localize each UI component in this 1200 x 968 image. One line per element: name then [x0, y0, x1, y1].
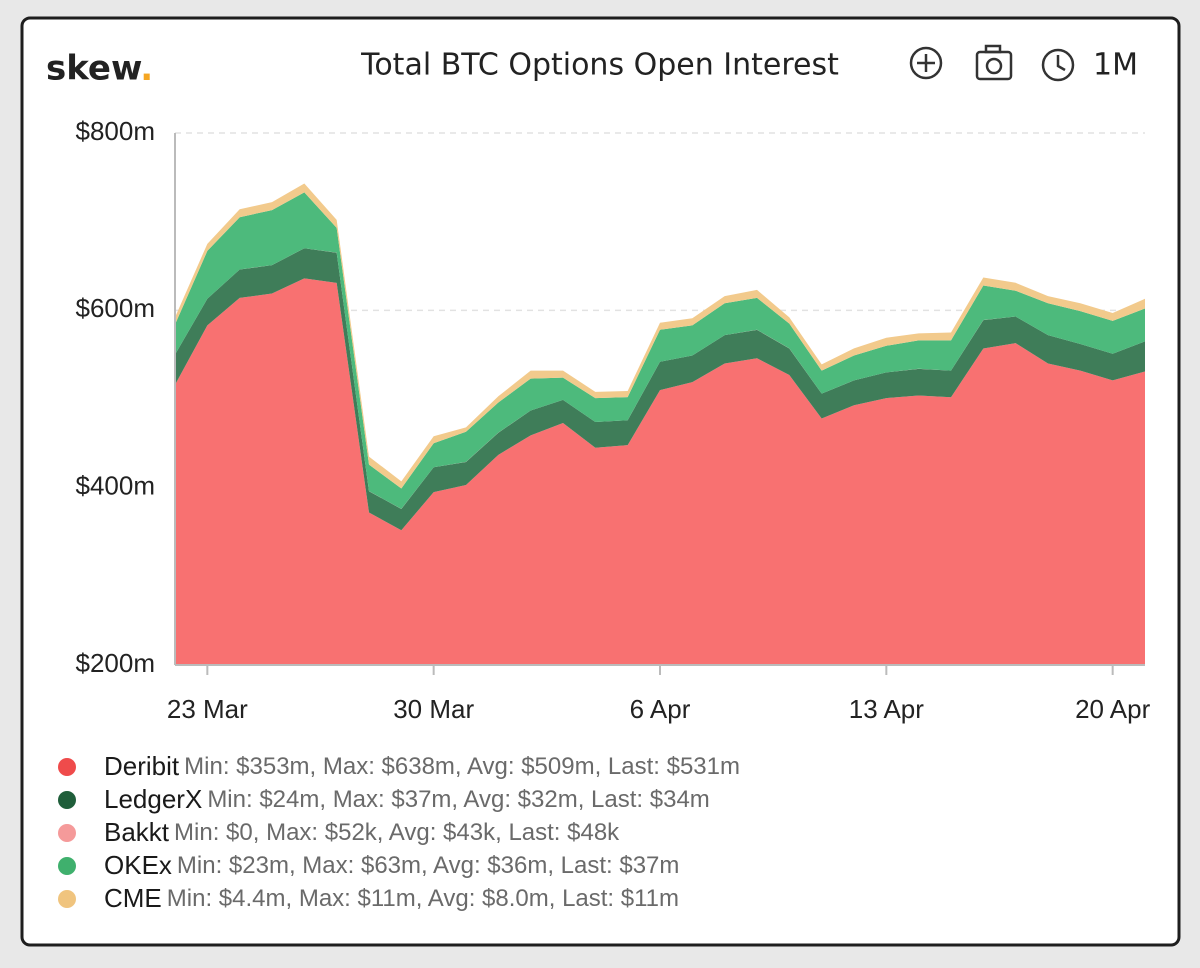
clock-icon[interactable]	[1041, 48, 1075, 82]
x-tick-label: 30 Mar	[393, 694, 474, 724]
x-tick-label: 6 Apr	[630, 694, 691, 724]
x-tick-label: 13 Apr	[849, 694, 925, 724]
legend-marker	[58, 790, 76, 809]
legend-item[interactable]: CME Min: $4.4m, Max: $11m, Avg: $8.0m, La…	[58, 882, 740, 915]
legend-marker	[58, 823, 76, 842]
zoom-icon[interactable]	[909, 46, 943, 80]
legend-marker	[58, 757, 76, 776]
legend-item[interactable]: LedgerX Min: $24m, Max: $37m, Avg: $32m, …	[58, 783, 740, 816]
range-button[interactable]: 1M	[1093, 48, 1138, 83]
legend-stats: Min: $353m, Max: $638m, Avg: $509m, Last…	[184, 753, 740, 780]
x-tick-label: 23 Mar	[167, 694, 248, 724]
x-tick-label: 20 Apr	[1075, 694, 1151, 724]
legend-stats: Min: $24m, Max: $37m, Avg: $32m, Last: $…	[207, 786, 710, 813]
legend-marker	[58, 889, 76, 908]
legend-label: CME	[104, 883, 162, 913]
legend-item[interactable]: Bakkt Min: $0, Max: $52k, Avg: $43k, Last…	[58, 816, 740, 849]
legend-label: LedgerX	[104, 784, 203, 814]
legend-marker	[58, 856, 76, 875]
area	[175, 278, 1145, 665]
logo: skew.	[46, 49, 153, 89]
area	[175, 248, 1145, 531]
legend-stats: Min: $23m, Max: $63m, Avg: $36m, Last: $…	[176, 852, 680, 879]
legend-label: Bakkt	[104, 817, 170, 847]
legend-item[interactable]: Deribit Min: $353m, Max: $638m, Avg: $509…	[58, 750, 740, 783]
legend-label: Deribit	[104, 751, 180, 781]
chart-title: Total BTC Options Open Interest	[360, 48, 839, 83]
y-tick-label: $600m	[76, 293, 156, 323]
y-tick-label: $800m	[76, 116, 156, 146]
y-tick-label: $200m	[76, 648, 156, 678]
y-tick-label: $400m	[76, 471, 156, 501]
legend-label: OKEx	[104, 850, 172, 880]
camera-icon[interactable]	[975, 44, 1013, 81]
legend-item[interactable]: OKEx Min: $23m, Max: $63m, Avg: $36m, Las…	[58, 849, 740, 882]
area	[175, 183, 1145, 489]
legend: Deribit Min: $353m, Max: $638m, Avg: $509…	[58, 750, 740, 915]
area	[175, 192, 1145, 509]
legend-stats: Min: $4.4m, Max: $11m, Avg: $8.0m, Last:…	[166, 885, 680, 912]
legend-stats: Min: $0, Max: $52k, Avg: $43k, Last: $48…	[174, 819, 620, 846]
